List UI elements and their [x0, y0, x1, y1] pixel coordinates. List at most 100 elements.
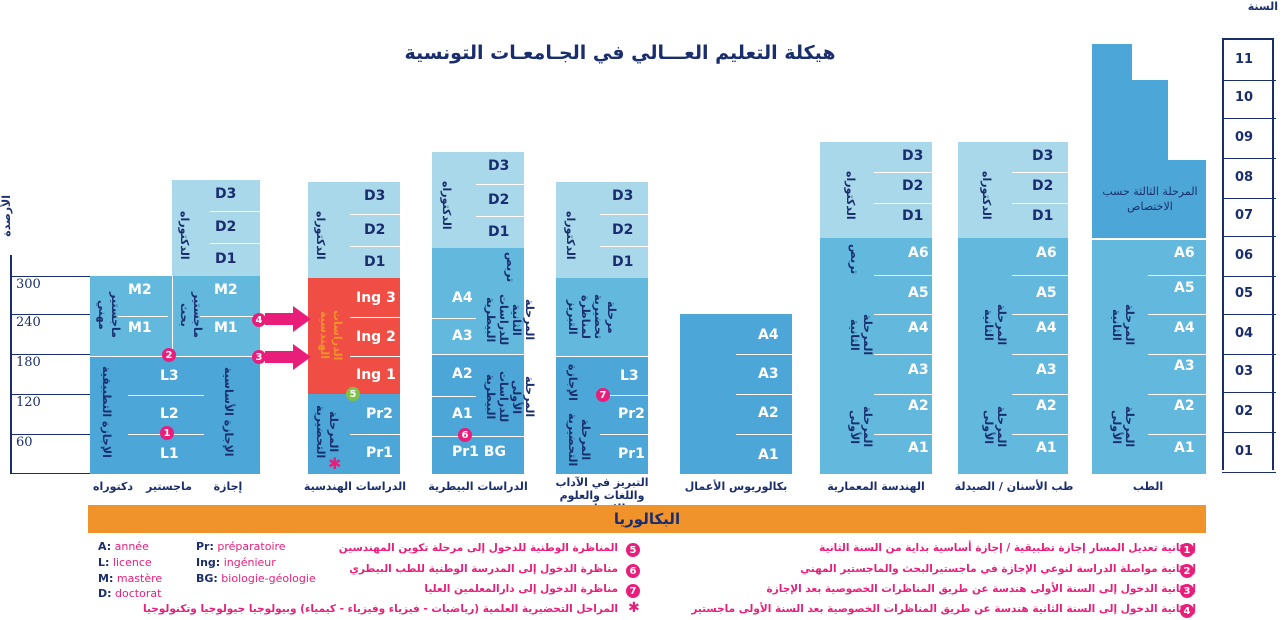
year-tick: [1222, 236, 1276, 237]
agr-doct-label: الدكتوراه: [564, 210, 577, 260]
eng-ing2: Ing 2: [356, 329, 396, 345]
year-tick: [1222, 158, 1276, 159]
vet-d1: D1: [488, 224, 510, 240]
lmd-cap-licence: إجازة: [213, 480, 243, 493]
agr-d1: D1: [612, 254, 634, 270]
year-tick: [1222, 432, 1276, 433]
eng-doct-label: الدكتوراه: [314, 210, 327, 260]
agr-doctorate-block: [556, 182, 648, 278]
year-04: 04: [1234, 326, 1254, 341]
eng-cap: الدراسات الهندسية: [303, 480, 407, 493]
legend-d: D: doctorat: [98, 587, 162, 600]
lmd-lic-fond-label: الإجازة الأساسية: [222, 367, 235, 457]
note-5: المناظرة الوطنية للدخول إلى مرحلة تكوين …: [338, 542, 618, 554]
agr-pr2: Pr2: [618, 406, 645, 422]
agr-d3: D3: [612, 188, 634, 204]
arch-d2: D2: [902, 178, 924, 194]
legend-pr: Pr: préparatoire: [196, 540, 286, 553]
med-a2: A2: [1174, 398, 1195, 414]
lmd-licence-block: [90, 356, 260, 474]
vet-stage2-block: [432, 248, 524, 354]
med-a5: A5: [1174, 280, 1195, 296]
legend-l: L: licence: [98, 556, 152, 569]
agr-prep-agr-label: مرحلة تحضيرية لمناظرة التبريز: [566, 294, 618, 340]
med-a4: A4: [1174, 320, 1195, 336]
arch-d1: D1: [902, 208, 924, 224]
legend-bg: BG: biologie-géologie: [196, 572, 316, 585]
note-marker-4: 4: [1180, 604, 1194, 618]
dent-stage1-label: المرحلة الأولى: [982, 406, 1008, 448]
eng-d3: D3: [364, 188, 386, 204]
lmd-cap-master: ماجستير: [146, 480, 192, 493]
credit-tick: [10, 354, 90, 355]
med-third-block-a: [1092, 44, 1132, 238]
arch-a1: A1: [908, 440, 929, 456]
marker-5: 5: [346, 387, 360, 401]
vet-pr1bg: Pr1 BG: [452, 444, 506, 460]
credit-axis-label: الأرصدة: [0, 195, 13, 237]
note-6: مناظرة الدخول إلى المدرسة الوطنية للطب ا…: [349, 563, 618, 575]
med-cap: الطب: [1132, 480, 1164, 493]
lmd-d3: D3: [215, 186, 237, 202]
year-10: 10: [1234, 90, 1254, 105]
lmd-l3: L3: [160, 368, 179, 384]
year-02: 02: [1234, 404, 1254, 419]
credit-180: 180: [16, 355, 41, 370]
note-2: إمكانية مواصلة الدراسة لنوعي الإجازة في …: [800, 563, 1196, 575]
marker-2: 2: [162, 348, 176, 362]
lmd-doctorate-block: [172, 180, 260, 276]
year-03: 03: [1234, 364, 1254, 379]
lmd-m2-rech: M2: [214, 282, 238, 298]
arch-a3: A3: [908, 362, 929, 378]
arch-tr-label: تربص: [848, 243, 861, 274]
arch-stage1-label: المرحلة الأولى: [848, 406, 874, 448]
marker-6: 6: [458, 428, 472, 442]
dent-a2: A2: [1036, 398, 1057, 414]
vet-d3: D3: [488, 158, 510, 174]
lmd-l1: L1: [160, 446, 179, 462]
marker-star: ✱: [328, 454, 342, 473]
arch-a4: A4: [908, 320, 929, 336]
agr-lic-label: الإجازة: [566, 363, 579, 401]
arrow-4: [265, 306, 311, 332]
credit-tick: [10, 434, 90, 435]
note-7: مناظرة الدخول إلى دارالمعلمين العليا: [424, 583, 618, 595]
agr-prep2-label: المرحلة التحضيرية: [566, 413, 592, 467]
vet-d2: D2: [488, 192, 510, 208]
year-tick: [1222, 80, 1276, 81]
dent-stages-block: [958, 238, 1068, 474]
bba-a4: A4: [758, 327, 779, 343]
credit-base: [10, 473, 90, 474]
note-marker-3: 3: [1180, 584, 1194, 598]
bac-bar: البكالوريا: [88, 505, 1206, 533]
year-11: 11: [1234, 52, 1254, 67]
year-tick: [1222, 472, 1276, 473]
year-tick: [1222, 392, 1276, 393]
vet-doct-label: الدكتوراه: [440, 180, 453, 230]
lmd-lic-app-label: الإجازة التطبيقية: [100, 366, 113, 458]
credit-tick: [10, 394, 90, 395]
agr-prep-block: [556, 278, 648, 356]
dent-a5: A5: [1036, 285, 1057, 301]
eng-cycle-label: الدراسات الهندسية: [318, 309, 344, 361]
credit-240: 240: [16, 315, 41, 330]
note-marker-5: 5: [626, 543, 640, 557]
note-marker-6: 6: [626, 564, 640, 578]
note-marker-star: ✱: [628, 600, 640, 616]
marker-4: 4: [252, 313, 266, 327]
year-tick: [1222, 276, 1276, 277]
legend-ing: Ing: ingénieur: [196, 556, 276, 569]
note-3: إمكانية الدخول إلى السنة الأولى هندسة عن…: [766, 583, 1196, 595]
lmd-d1: D1: [215, 251, 237, 267]
lmd-cap-doctorat: دكتوراه: [92, 480, 134, 493]
note-4: إمكانية الدخول إلى السنة الثانية هندسة ع…: [691, 603, 1196, 615]
credit-300: 300: [16, 277, 41, 292]
eng-d2: D2: [364, 222, 386, 238]
arch-stages-block: [820, 238, 932, 474]
med-stage2-label: المرحلة الثانية: [1110, 304, 1136, 346]
eng-ing3: Ing 3: [356, 290, 396, 306]
year-axis: [1222, 38, 1274, 470]
note-8: المراحل التحضيرية العلمية (رياضيات - فيز…: [143, 603, 618, 615]
dent-a6: A6: [1036, 245, 1057, 261]
lmd-m1-pro: M1: [128, 320, 152, 336]
